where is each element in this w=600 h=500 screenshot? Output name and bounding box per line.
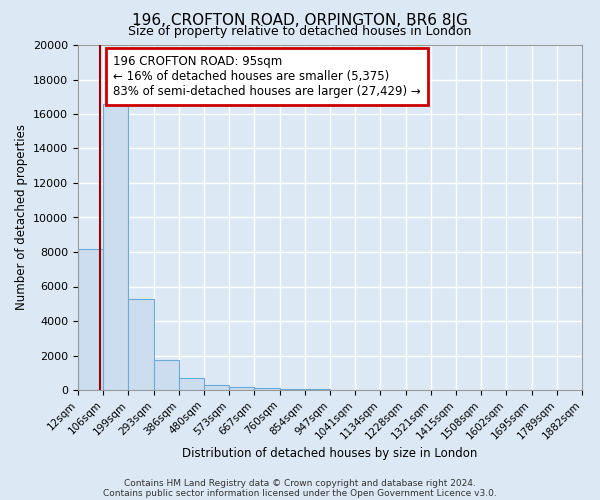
Bar (229, 386, 254, 390)
Bar (128, 298, 154, 390)
Text: Contains HM Land Registry data © Crown copyright and database right 2024.: Contains HM Land Registry data © Crown c… (124, 478, 476, 488)
Text: Size of property relative to detached houses in London: Size of property relative to detached ho… (128, 25, 472, 38)
Bar (154, 360, 179, 390)
Bar (103, 104, 128, 390)
Bar (254, 388, 280, 390)
Text: Contains public sector information licensed under the Open Government Licence v3: Contains public sector information licen… (103, 488, 497, 498)
X-axis label: Distribution of detached houses by size in London: Distribution of detached houses by size … (182, 447, 478, 460)
Bar (179, 378, 204, 390)
Bar (204, 385, 229, 390)
Text: 196, CROFTON ROAD, ORPINGTON, BR6 8JG: 196, CROFTON ROAD, ORPINGTON, BR6 8JG (132, 12, 468, 28)
Bar (78, 248, 103, 390)
Bar (280, 389, 305, 390)
Y-axis label: Number of detached properties: Number of detached properties (14, 124, 28, 310)
Text: 196 CROFTON ROAD: 95sqm
← 16% of detached houses are smaller (5,375)
83% of semi: 196 CROFTON ROAD: 95sqm ← 16% of detache… (113, 56, 421, 98)
